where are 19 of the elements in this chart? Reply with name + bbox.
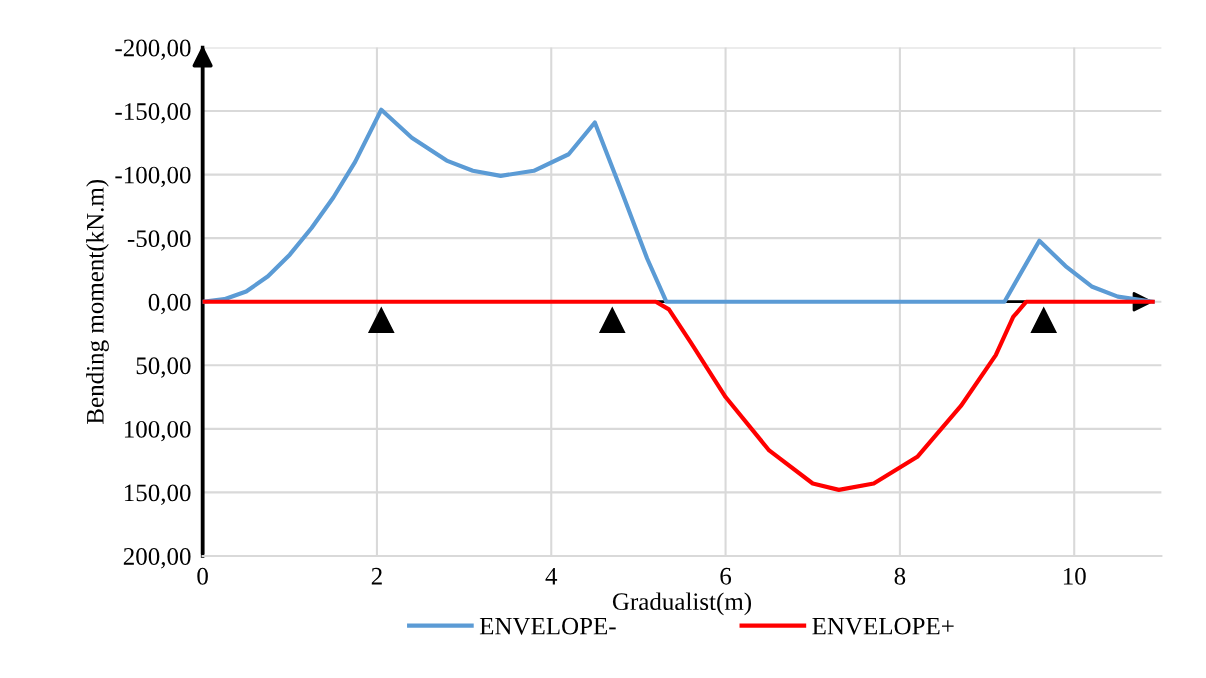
y-tick-label: 150,00 — [124, 484, 191, 505]
y-tick-label: 0,00 — [148, 293, 191, 315]
x-tick-label: 6 — [720, 567, 732, 585]
y-tick-label: -200,00 — [115, 39, 191, 60]
y-tick-label: 50,00 — [136, 357, 191, 378]
legend-label: ENVELOPE+ — [812, 617, 954, 635]
y-tick-label: -150,00 — [115, 103, 191, 124]
x-tick-label: 10 — [1063, 567, 1086, 585]
y-tick-label: -100,00 — [115, 166, 191, 188]
y-tick-label: -50,00 — [127, 230, 191, 251]
x-tick-label: 8 — [894, 567, 906, 585]
x-tick-label: 0 — [197, 567, 208, 585]
y-tick-label: 100,00 — [124, 420, 191, 442]
y-tick-label: 200,00 — [123, 548, 191, 569]
x-tick-label: 2 — [371, 567, 382, 585]
y-axis-title: Bending moment(kN.m) — [86, 179, 109, 424]
legend-label: ENVELOPE- — [479, 617, 616, 635]
x-tick-label: 4 — [545, 567, 558, 585]
x-axis-title: Gradualist(m) — [612, 592, 752, 616]
